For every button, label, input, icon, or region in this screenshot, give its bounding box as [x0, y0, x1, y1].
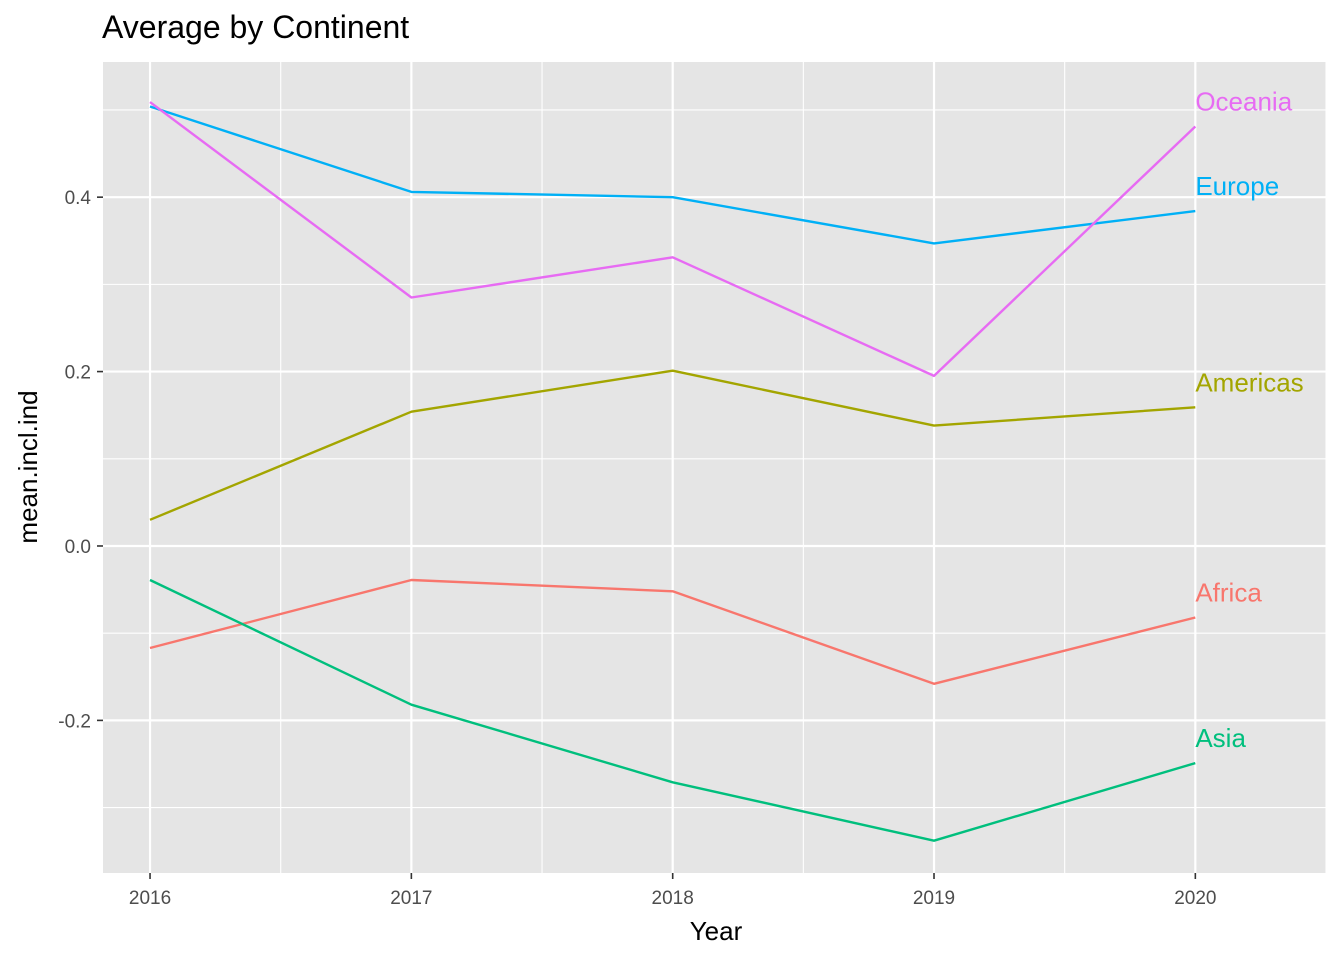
x-tick-label: 2017 [390, 888, 432, 909]
series-label-europe: Europe [1195, 171, 1279, 201]
series-lines [149, 101, 1197, 842]
series-line-africa [149, 578, 1196, 685]
y-tick-label: -0.2 [58, 711, 91, 732]
series-line-europe [149, 105, 1196, 245]
y-tick-label: 0.0 [65, 537, 91, 558]
series-label-africa: Africa [1195, 577, 1262, 607]
series-label-americas: Americas [1195, 367, 1303, 397]
y-axis-title: mean.incl.ind [13, 390, 43, 543]
x-tick-label: 2020 [1174, 888, 1216, 909]
series-label-oceania: Oceania [1195, 87, 1292, 117]
plot-panel [103, 62, 1326, 873]
series-label-asia: Asia [1195, 723, 1246, 753]
y-axis: -0.2 0.0 0.2 0.4 [58, 188, 103, 732]
chart-title: Average by Continent [102, 9, 409, 45]
series-line-asia [149, 578, 1196, 842]
x-tick-label: 2016 [129, 888, 171, 909]
x-axis-title: Year [690, 916, 743, 946]
series-line-americas [149, 369, 1196, 521]
y-tick-label: 0.4 [65, 188, 92, 209]
series-labels: Africa Americas Asia Europe Oceania [1195, 87, 1303, 754]
x-axis: 2016 2017 2018 2019 2020 [129, 873, 1216, 909]
y-tick-label: 0.2 [65, 363, 91, 384]
x-tick-label: 2019 [913, 888, 955, 909]
series-line-oceania [149, 101, 1197, 378]
x-tick-label: 2018 [652, 888, 694, 909]
